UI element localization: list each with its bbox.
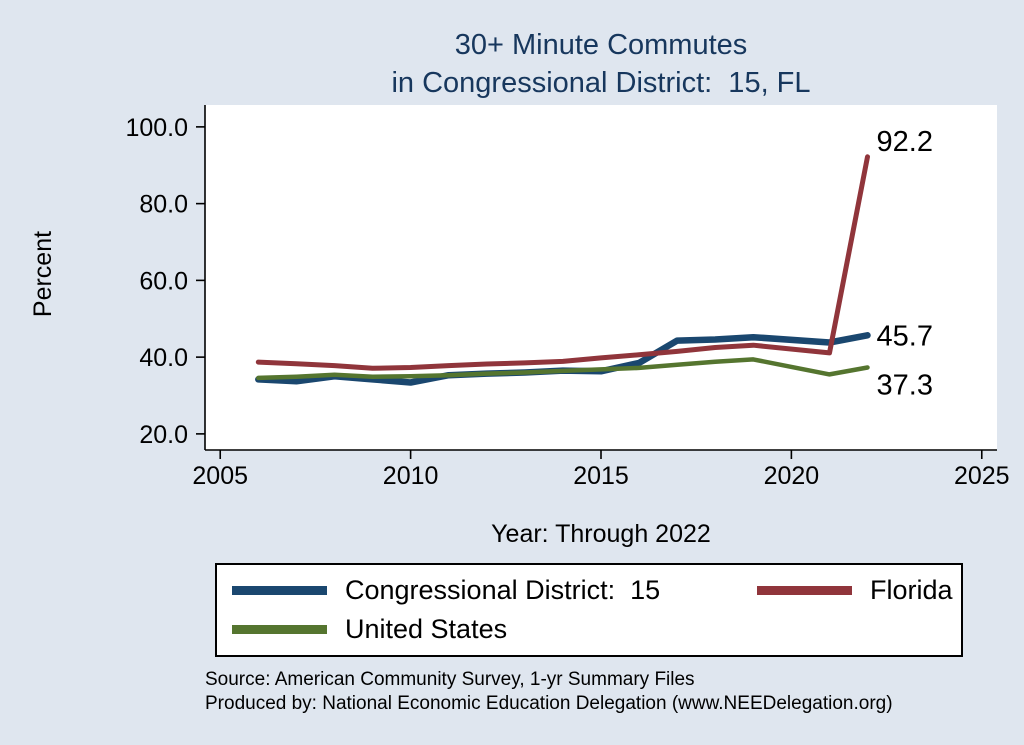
produced-by-line: Produced by: National Economic Education… <box>205 693 893 714</box>
source-line: Source: American Community Survey, 1-yr … <box>205 669 695 690</box>
source-note: Source: American Community Survey, 1-yr … <box>205 668 995 716</box>
x-tick-label: 2025 <box>954 462 1010 490</box>
legend-item-district: Congressional District: 15 <box>232 575 757 606</box>
chart-title: 30+ Minute Commutes in Congressional Dis… <box>205 26 997 102</box>
y-tick-label: 80.0 <box>139 191 188 219</box>
series-line-1 <box>255 154 870 371</box>
y-tick-label: 20.0 <box>139 421 188 449</box>
x-axis-title: Year: Through 2022 <box>491 520 711 548</box>
end-value-label-2: 37.3 <box>877 369 933 401</box>
x-tick-label: 2020 <box>764 462 820 490</box>
x-tick-label: 2015 <box>573 462 629 490</box>
district-line-swatch <box>232 586 327 595</box>
us-line-swatch <box>232 625 327 634</box>
legend-label-us: United States <box>345 614 508 644</box>
legend-label-florida: Florida <box>870 575 953 605</box>
chart-title-line1: 30+ Minute Commutes <box>454 29 748 61</box>
y-tick-label: 40.0 <box>139 344 188 372</box>
series-line-2 <box>256 357 870 381</box>
legend-item-us: United States <box>232 614 757 645</box>
end-value-label-1: 92.2 <box>877 126 933 158</box>
chart-title-line2: in Congressional District: 15, FL <box>391 67 811 99</box>
x-tick-label: 2010 <box>383 462 439 490</box>
x-tick-label: 2005 <box>192 462 248 490</box>
legend-label-district: Congressional District: 15 <box>345 575 661 605</box>
y-tick-label: 100.0 <box>125 114 188 142</box>
legend-item-florida: Florida <box>757 575 961 606</box>
y-tick-label: 60.0 <box>139 267 188 295</box>
florida-line-swatch <box>757 586 852 595</box>
end-value-label-0: 45.7 <box>877 320 933 352</box>
chart-legend: Congressional District: 15 Florida Unite… <box>215 563 963 657</box>
